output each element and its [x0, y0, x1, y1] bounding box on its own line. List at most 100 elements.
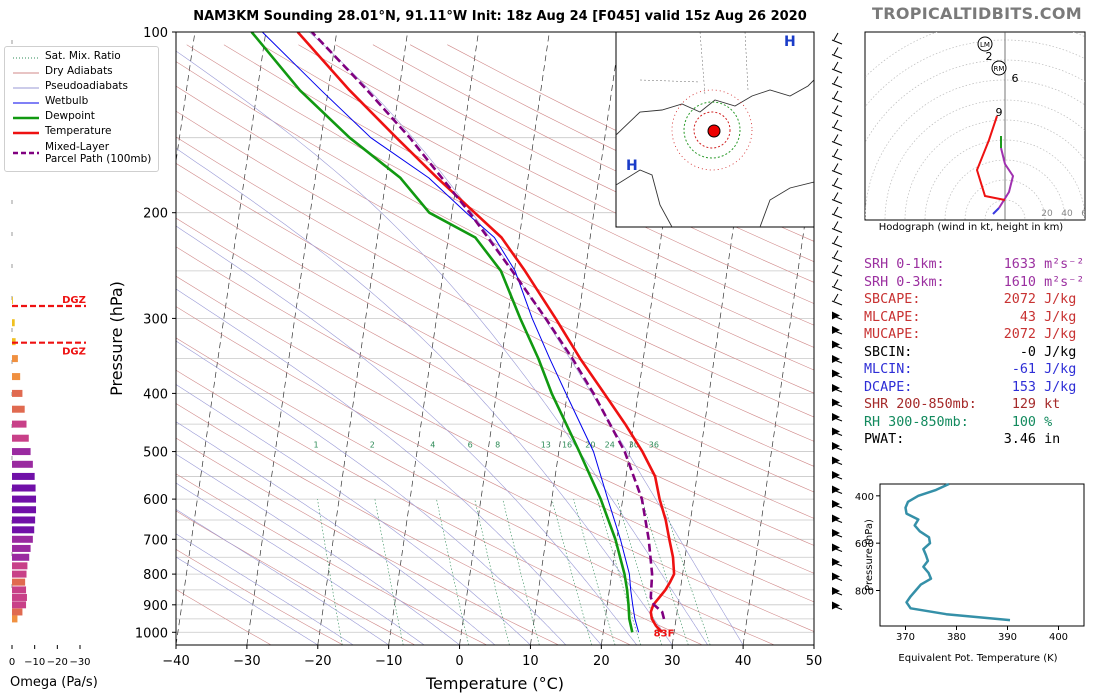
y-tick-label: 900	[143, 599, 168, 614]
hodograph-ring-label: 60	[1081, 209, 1093, 219]
wind-barb-staff	[831, 97, 843, 103]
storm-contour	[693, 111, 731, 149]
omega-bar	[12, 319, 15, 327]
wind-barb-feather	[833, 163, 839, 171]
omega-bar	[12, 526, 35, 534]
wind-barb-feather	[833, 148, 839, 157]
omega-axis-label: Omega (Pa/s)	[10, 675, 98, 690]
stat-row-sbcape: SBCAPE: 2072 J/kg	[864, 291, 1084, 309]
stat-value: 100	[1011, 414, 1036, 430]
y-tick-label: 1000	[135, 626, 168, 641]
stat-value: -0	[1019, 344, 1036, 360]
wind-barb-icon	[831, 572, 843, 581]
brand-logo[interactable]: TROPICALTIDBITS.COM	[872, 4, 1082, 23]
stat-unit: J/kg	[1044, 327, 1077, 342]
parcel-path-line	[310, 32, 666, 620]
wind-barb-flag	[832, 572, 840, 581]
dry-adiabat	[176, 110, 814, 442]
wind-barb-flag	[832, 529, 840, 537]
dry-adiabat	[186, 44, 814, 371]
omega-bar	[12, 586, 27, 594]
mixing-ratio-line	[551, 499, 593, 645]
wind-barb-feather	[833, 264, 839, 273]
thetae-y-tick-label: 400	[855, 492, 874, 503]
x-tick-label: −20	[304, 654, 331, 669]
coastline	[616, 79, 814, 136]
wind-barb-flag	[832, 456, 840, 465]
stat-unit: J/kg	[1044, 309, 1077, 325]
y-tick-label: 100	[143, 26, 168, 41]
thetae-x-tick-label: 400	[1049, 632, 1068, 643]
wind-barb-icon	[831, 90, 843, 103]
legend-label: Sat. Mix. Ratio	[45, 50, 121, 62]
thetae-x-tick-label: 380	[947, 632, 966, 643]
wind-barb-staff	[831, 184, 843, 190]
wind-barb-icon	[831, 293, 843, 306]
y-tick-label: 200	[143, 207, 168, 222]
wind-barb-flag	[832, 311, 840, 320]
hodograph-segment	[998, 147, 1015, 209]
isotherm	[671, 32, 763, 645]
stat-label: SRH 0-3km:	[864, 274, 945, 290]
wind-barb-feather	[833, 250, 839, 258]
wind-barb-icon	[831, 442, 843, 451]
wind-barb-feather	[833, 192, 839, 200]
stat-unit: J/kg	[1044, 379, 1077, 395]
wind-barb-icon	[831, 384, 843, 393]
hodograph-frame	[864, 31, 1086, 221]
dry-adiabat	[176, 369, 703, 645]
omega-x-tick-label: 0	[9, 657, 15, 668]
map-inset: HH	[615, 31, 815, 228]
dgz-label: DGZ	[62, 295, 86, 306]
wind-barb-icon	[831, 587, 843, 596]
legend-line-sat-mix-ratio	[13, 57, 39, 59]
legend: Sat. Mix. Ratio Dry Adiabats Pseudoadiab…	[4, 46, 159, 172]
wind-barb-icon	[831, 601, 843, 610]
dry-adiabat	[176, 246, 814, 574]
legend-label: Pseudoadiabats	[45, 80, 128, 92]
wind-barb-feather	[833, 293, 839, 302]
wind-barb-feather	[833, 177, 839, 186]
stat-label: MUCAPE:	[864, 327, 921, 342]
stat-value: -61	[1011, 362, 1036, 377]
stat-row-mlcape: MLCAPE: 43 J/kg	[864, 309, 1084, 327]
mixing-ratio-label: 1	[313, 441, 318, 450]
dry-adiabat	[261, 44, 814, 326]
wind-barb-icon	[831, 529, 843, 538]
wind-barb-icon	[831, 221, 843, 233]
stat-unit: m²s⁻²	[1044, 257, 1085, 272]
wind-barb-flag	[832, 369, 840, 378]
legend-label: Parcel Path (100mb)	[45, 153, 152, 165]
isotherm	[388, 32, 479, 645]
hodograph-segment	[992, 207, 1000, 215]
isotherm	[459, 32, 550, 645]
wind-barb-feather	[833, 206, 839, 215]
legend-label: Wetbulb	[45, 95, 89, 107]
legend-label: Dewpoint	[45, 110, 95, 122]
isotherm	[742, 158, 814, 645]
omega-bar	[12, 562, 28, 570]
stat-row-sbcin: SBCIN: -0 J/kg	[864, 344, 1084, 362]
legend-line-pseudoadiabats	[13, 87, 39, 89]
skewt-frame	[175, 31, 815, 646]
stat-unit: kt	[1044, 397, 1061, 412]
stat-value: 1633	[1003, 257, 1036, 272]
wind-barb-feather	[833, 32, 839, 41]
y-tick-label: 800	[143, 568, 168, 583]
mixing-ratio-line	[317, 499, 343, 645]
x-tick-label: 10	[522, 654, 539, 669]
stat-unit: m²s⁻²	[1044, 274, 1085, 290]
state-boundary	[639, 32, 749, 96]
wind-barb-icon	[831, 206, 843, 219]
pseudoadiabat	[176, 556, 318, 645]
omega-x-tick-label: −30	[69, 657, 90, 668]
omega-bar	[12, 578, 26, 586]
omega-x-tick-label: −20	[47, 657, 68, 668]
legend-label: Mixed-Layer	[45, 141, 110, 153]
dry-adiabat	[176, 136, 814, 467]
wetbulb-line	[261, 32, 640, 633]
storm-motion-label: LM	[980, 41, 990, 49]
dry-adiabat	[176, 403, 631, 645]
wind-barb-feather	[833, 134, 839, 142]
wind-barb-staff	[831, 155, 843, 161]
